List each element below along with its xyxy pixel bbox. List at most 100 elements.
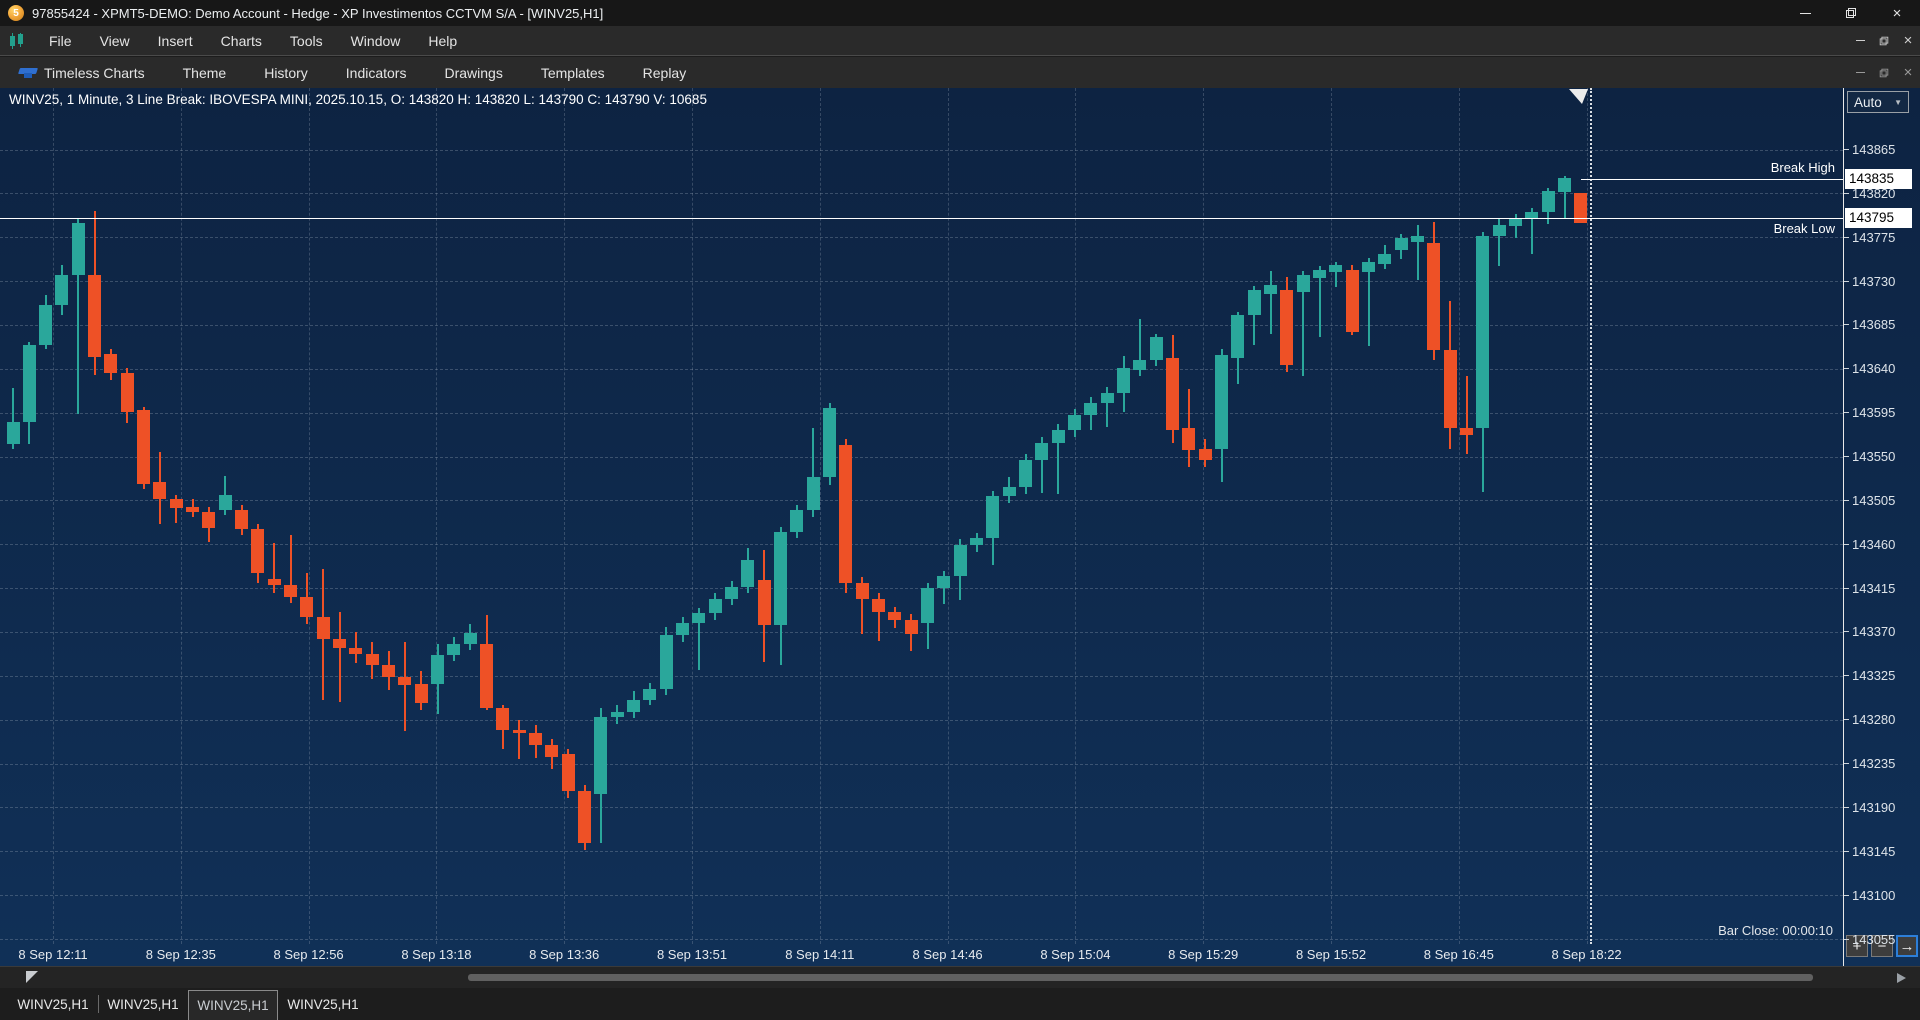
time-axis[interactable]: 8 Sep 12:11 8 Sep 12:35 8 Sep 12:56 8 Sep 1… [0,944,1843,966]
price-tick-label: 143730 [1844,274,1895,289]
toolbar-item-label: Templates [540,64,605,81]
chart-shift-marker-icon[interactable] [1568,89,1588,104]
price-tick-label: 143640 [1844,361,1895,376]
candle-body-up [1068,414,1082,431]
candle-body-up [1296,275,1310,292]
child-restore-button[interactable] [1872,26,1896,55]
toolbar-item-timeless-charts[interactable]: Timeless Charts [0,57,164,88]
chart-tab-3[interactable]: WINV25,H1 [188,990,278,1020]
candle-wick [175,494,178,523]
child-minimize-button[interactable] [1848,26,1872,55]
auto-scale-label: Auto [1854,94,1882,110]
level-line-break-high[interactable] [1581,178,1843,180]
time-gridline [1458,88,1460,944]
price-tick-label: 143370 [1844,624,1895,639]
candle-body-down [333,638,347,648]
candle-body-up [1313,270,1327,279]
candle-body-up [1476,236,1490,429]
price-axis[interactable]: Auto ▼ + − → 143865 143820 143775 143730 14368… [1843,88,1920,966]
candle-body-up [218,494,232,511]
close-button[interactable]: × [1874,0,1920,26]
menu-item-charts[interactable]: Charts [220,32,262,49]
time-gridline [436,88,438,944]
price-gridline [0,807,1843,809]
candle-body-up [6,422,20,444]
candle-body-down [202,512,216,528]
candle-wick [697,607,700,670]
candle-wick [1318,266,1321,337]
axis-buttons: + − → [1846,935,1918,957]
scroll-right-button[interactable]: → [1896,935,1918,957]
child-close-button[interactable]: × [1896,26,1920,55]
candle-body-down [398,676,412,685]
price-tick-label: 143055 [1844,932,1895,947]
restore-button[interactable] [1828,0,1874,26]
toolbar-item-templates[interactable]: Templates [522,57,624,88]
app-logo-icon: 5 [8,5,24,21]
time-gridline [180,88,182,944]
candle-body-down [872,598,886,613]
time-gridline [947,88,949,944]
menu-item-tools[interactable]: Tools [289,32,323,49]
candle-body-down [137,409,151,484]
candle-wick [1253,285,1256,346]
plot-area[interactable]: WINV25, 1 Minute, 3 Line Break: IBOVESPA… [0,88,1843,944]
child-window-controls-toolbar: × [1848,57,1920,88]
candle-wick [812,428,815,517]
horizontal-scrollbar[interactable] [468,974,1813,981]
chart-tab-1[interactable]: WINV25,H1 [17,996,89,1012]
menu-item-insert[interactable]: Insert [157,32,193,49]
price-gridline [0,763,1843,765]
toolbar-item-theme[interactable]: Theme [164,57,246,88]
candle-body-down [757,580,771,626]
toolbar-item-replay[interactable]: Replay [624,57,706,88]
zoom-in-button[interactable]: + [1846,935,1868,957]
price-gridline [0,939,1843,940]
candle-body-up [1247,289,1261,316]
price-gridline [0,324,1843,326]
child-close-button[interactable]: × [1896,57,1920,88]
toolbar-item-label: Timeless Charts [44,64,145,81]
menu-item-file[interactable]: File [49,32,72,49]
candle-body-down [855,583,869,599]
candle-body-up [774,531,788,626]
scroll-to-end-icon[interactable] [1897,973,1906,983]
chart-tab-4[interactable]: WINV25,H1 [287,996,359,1012]
candle-body-up [55,275,69,306]
candle-wick [1302,271,1305,376]
menu-item-view[interactable]: View [99,32,130,49]
price-tick-label: 143685 [1844,317,1895,332]
toolbar-item-indicators[interactable]: Indicators [327,57,426,88]
toolbar-items: Timeless Charts Theme History Indicators Dra… [0,57,705,88]
time-tick-label: 8 Sep 15:04 [1040,947,1111,962]
child-minimize-button[interactable] [1848,57,1872,88]
candle-body-up [431,655,445,684]
candle-body-up [1492,224,1506,237]
time-tick-label: 8 Sep 18:22 [1551,947,1622,962]
child-restore-button[interactable] [1872,57,1896,88]
toolbar-item-history[interactable]: History [245,57,327,88]
menu-item-help[interactable]: Help [428,32,458,49]
candle-body-up [1149,336,1163,361]
candle-body-up [1264,284,1278,294]
candle-body-down [186,507,200,513]
menu-items: File View Insert Charts Tools Window Help [35,26,471,55]
price-tick-label: 143460 [1844,537,1895,552]
toolbar-item-drawings[interactable]: Drawings [425,57,521,88]
minimize-button[interactable] [1782,0,1828,26]
candle-wick [1498,217,1501,267]
zoom-out-button[interactable]: − [1871,935,1893,957]
chart-window: WINV25, 1 Minute, 3 Line Break: IBOVESPA… [0,88,1920,966]
price-tick-label: 143235 [1844,756,1895,771]
time-tick-label: 8 Sep 16:45 [1423,947,1494,962]
menu-bar: File View Insert Charts Tools Window Help × [0,26,1920,56]
auto-scale-dropdown[interactable]: Auto ▼ [1847,91,1909,113]
menu-item-window[interactable]: Window [350,32,401,49]
candle-body-up [823,407,837,477]
chart-tab-2[interactable]: WINV25,H1 [98,988,188,1020]
level-line-break-low[interactable] [0,217,1843,219]
toolbar-item-label: Indicators [345,64,407,81]
candle-body-up [39,305,53,346]
price-level-box: 143795 [1845,207,1912,228]
